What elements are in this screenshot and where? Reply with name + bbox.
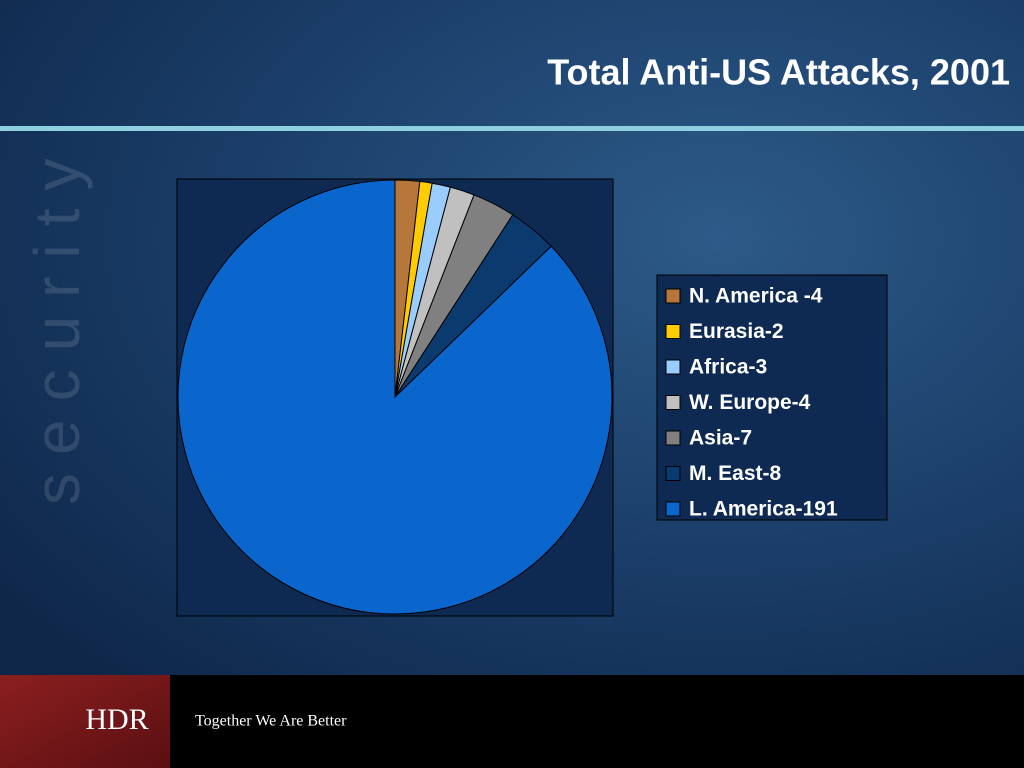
- legend-swatch: [665, 395, 681, 410]
- title-rule: [0, 126, 1024, 131]
- legend-label: M. East-8: [689, 462, 782, 485]
- watermark: security: [21, 141, 93, 506]
- legend-label: W. Europe-4: [689, 391, 811, 414]
- legend-label: N. America -4: [689, 285, 823, 308]
- legend-swatch: [665, 466, 681, 481]
- legend-label: L. America-191: [689, 498, 838, 521]
- legend-swatch: [665, 501, 681, 517]
- legend-label: Eurasia-2: [689, 320, 784, 343]
- footer-logo-block: [0, 675, 170, 768]
- logo: HDR: [85, 703, 148, 736]
- legend-label: Asia-7: [689, 427, 752, 450]
- legend-swatch: [665, 359, 681, 375]
- pie-slice: [177, 179, 613, 615]
- legend-swatch: [665, 324, 681, 339]
- tagline: Together We Are Better: [195, 713, 347, 730]
- legend-swatch: [665, 288, 681, 304]
- pie: [177, 179, 613, 615]
- legend: N. America -4 Eurasia-2 Africa-3 W. Europe-…: [665, 285, 838, 521]
- footer: [0, 675, 1024, 768]
- legend-box: [656, 274, 888, 521]
- legend-label: Africa-3: [689, 356, 767, 379]
- chart-title: Total Anti-US Attacks, 2001: [547, 52, 1010, 93]
- legend-swatch: [665, 430, 681, 446]
